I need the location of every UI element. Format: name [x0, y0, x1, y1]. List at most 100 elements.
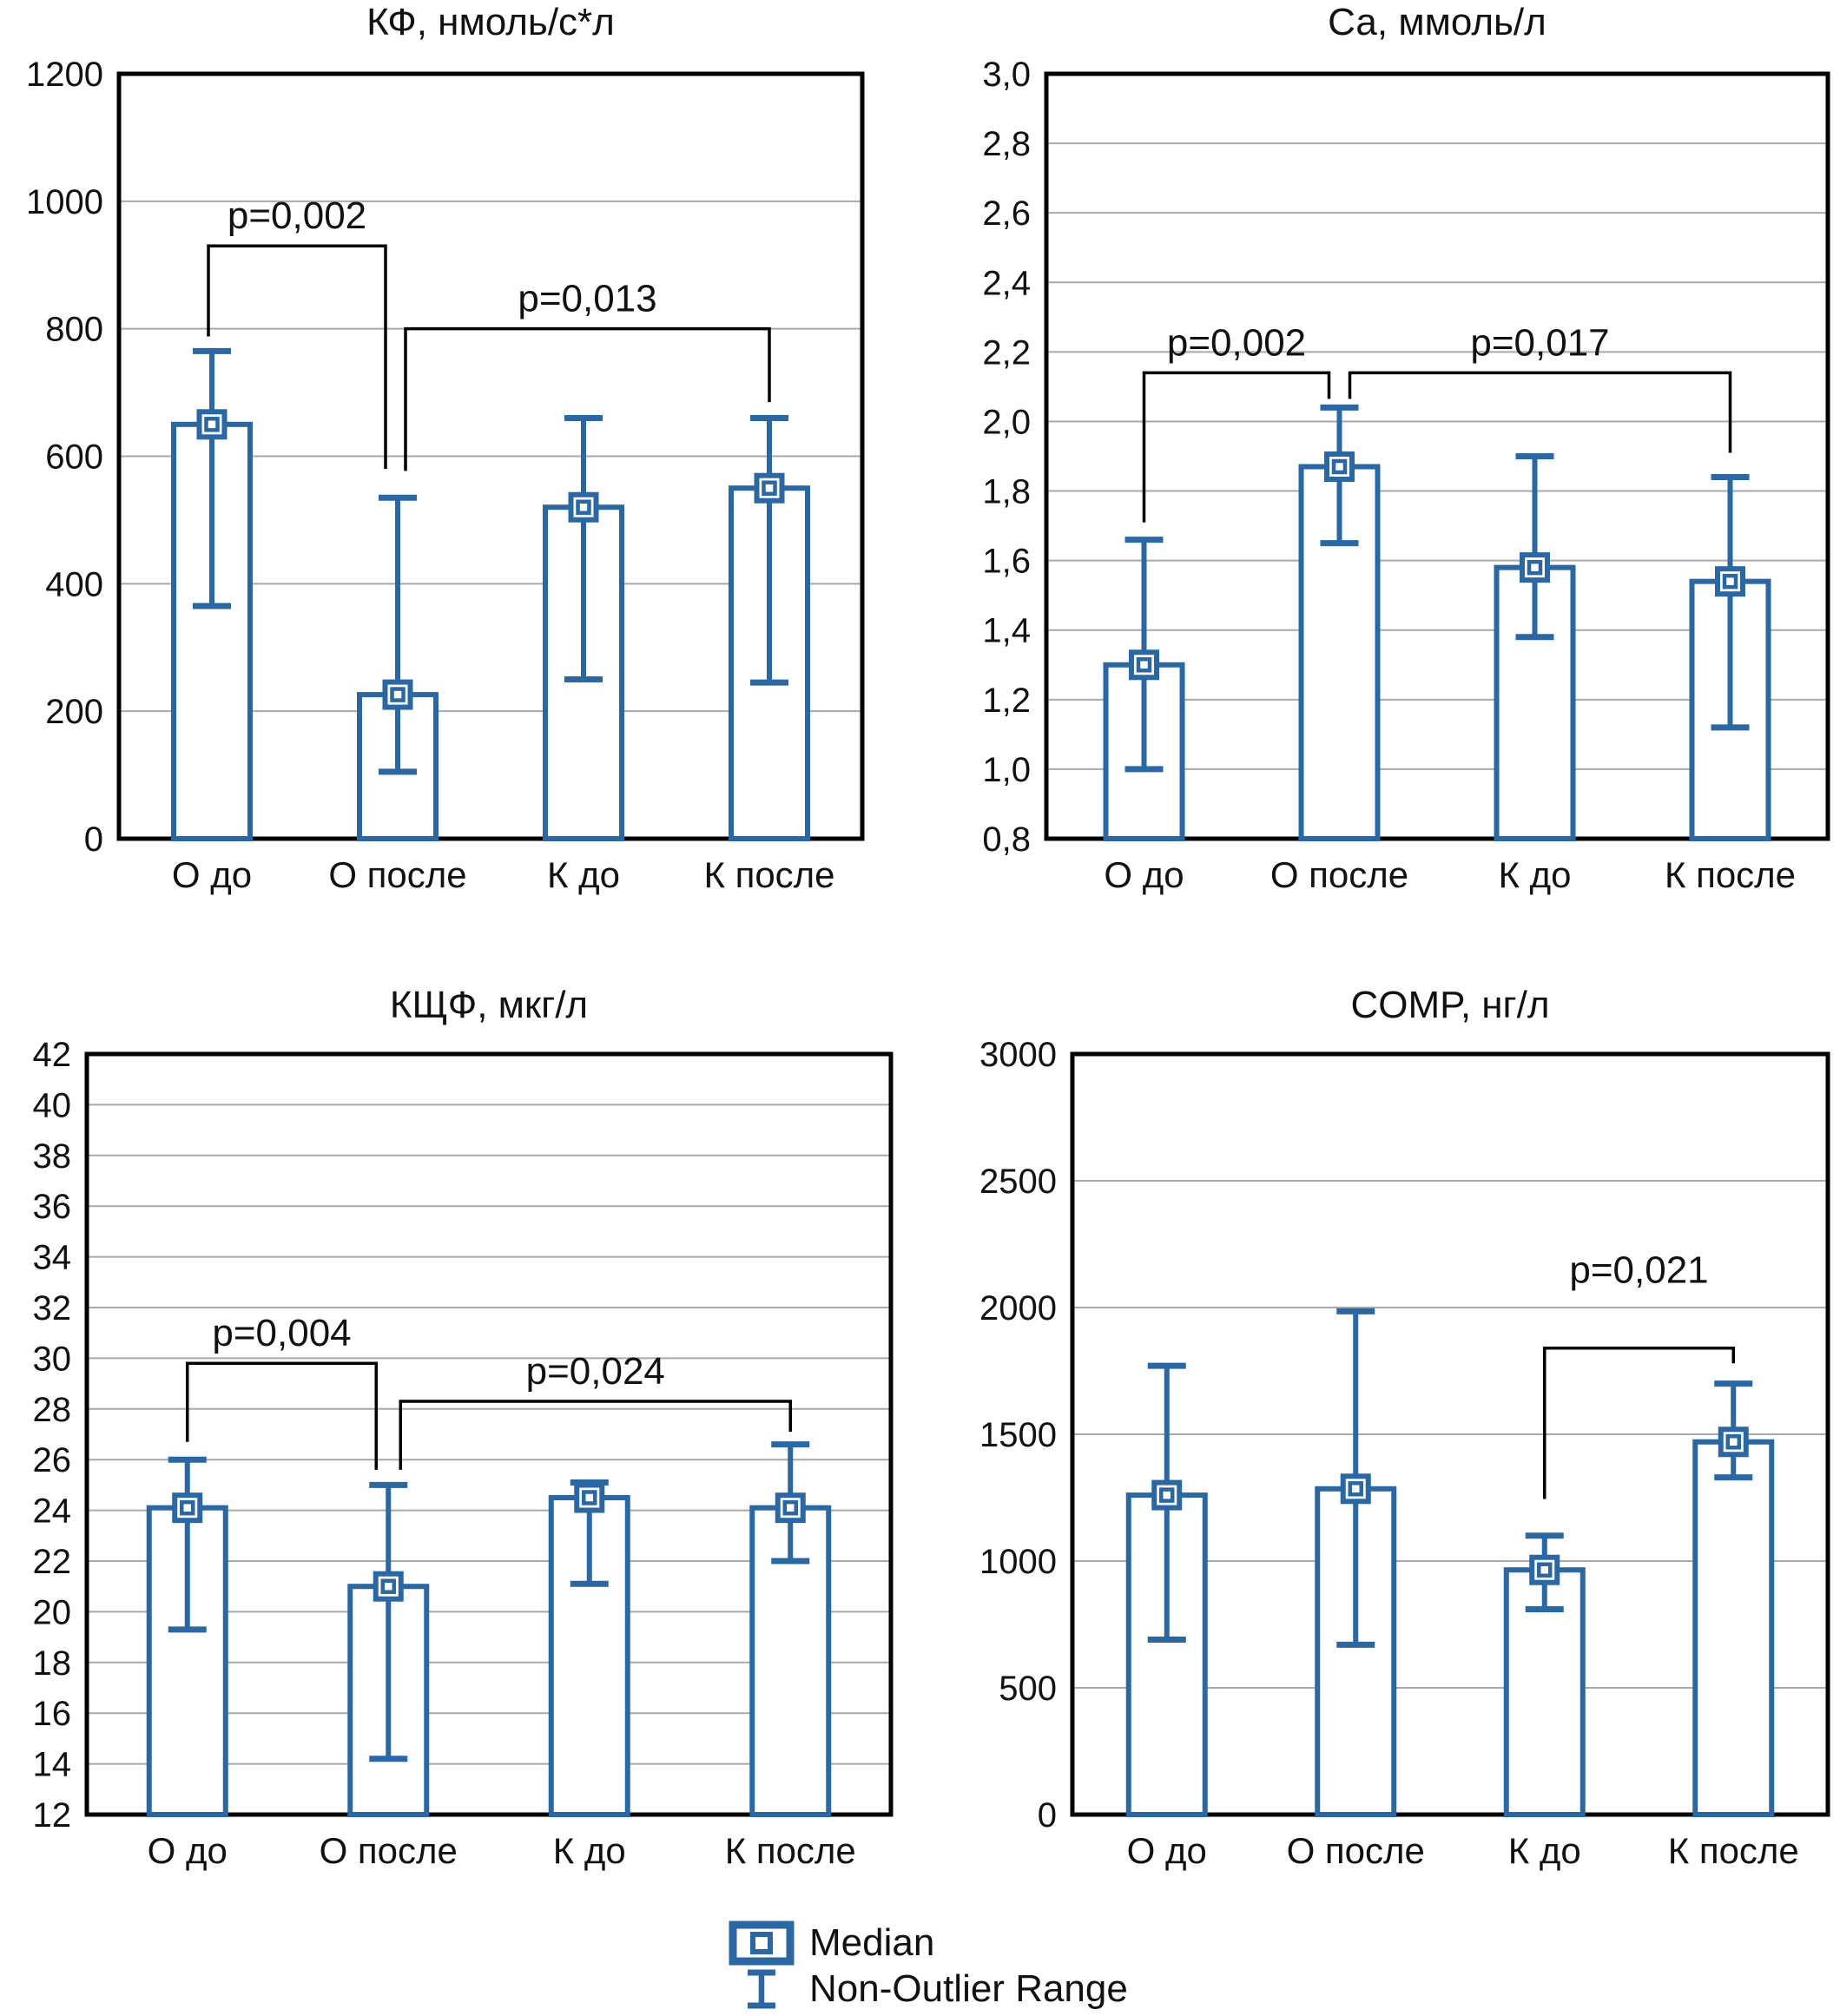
median-marker-ca-3: [1715, 566, 1745, 597]
y-tick-label: 1000: [979, 1543, 1057, 1581]
median-marker-comp-1: [1340, 1473, 1371, 1505]
y-tick-label: 1500: [979, 1416, 1057, 1454]
y-tick-label: 2,6: [982, 194, 1031, 233]
y-tick-label: 12: [33, 1796, 72, 1835]
y-tick-label: 32: [33, 1289, 72, 1328]
y-tick-label: 18: [33, 1644, 72, 1683]
plot-frame: [116, 71, 865, 841]
y-tick-label: 40: [33, 1086, 72, 1124]
y-tick-label: 2,8: [982, 125, 1031, 163]
y-tick-label: 36: [33, 1188, 72, 1226]
x-category-label: О до: [1104, 854, 1184, 895]
legend-non-outlier-range-icon: [748, 1969, 775, 2009]
chart-kshf: 12 14 16 18 20 22 24 26 28 30 32 34 36 38 40 42 О до О по…: [33, 984, 894, 1871]
median-marker-comp-3: [1718, 1426, 1749, 1458]
x-category-label: О до: [172, 854, 252, 895]
x-category-label: О после: [1270, 854, 1408, 895]
p-value-label: p=0,017: [1470, 321, 1609, 364]
y-tick-label: 2000: [979, 1289, 1057, 1328]
y-tick-label: 0: [84, 820, 103, 859]
chart-title-comp: COMP, нг/л: [1350, 984, 1549, 1026]
y-tick-label: 1000: [26, 183, 103, 221]
x-category-label: К после: [703, 854, 834, 895]
x-category-label: К до: [547, 854, 620, 895]
chart-title-kshf: КЩФ, мкг/л: [390, 984, 588, 1026]
whisker-kf-2: [564, 414, 603, 682]
chart-title-ca: Са, ммоль/л: [1328, 1, 1547, 43]
median-marker-ca-1: [1324, 451, 1355, 483]
significance-bracket: [404, 326, 771, 471]
y-tick-label: 22: [33, 1543, 72, 1581]
y-tick-label: 500: [999, 1670, 1057, 1708]
median-marker-kshf-0: [172, 1492, 203, 1524]
median-marker-kf-1: [382, 679, 413, 710]
legend-label-non-outlier-range: Non-Outlier Range: [809, 1967, 1128, 2010]
whisker-kshf-0: [168, 1456, 207, 1633]
significance-bracket: [186, 1361, 378, 1470]
median-marker-ca-2: [1520, 552, 1550, 583]
y-tick-label: 2,4: [982, 264, 1031, 302]
x-category-label: К после: [1668, 1830, 1799, 1871]
chart-kf: 0 200 400 600 800 1000 1200 О до О после К до К по…: [26, 1, 865, 895]
median-marker-kf-3: [754, 472, 785, 504]
y-tick-label: 30: [33, 1340, 72, 1378]
median-marker-kshf-3: [775, 1492, 806, 1524]
y-tick-label: 42: [33, 1036, 72, 1074]
median-marker-ca-0: [1129, 649, 1159, 681]
y-tick-label: 0: [1038, 1796, 1057, 1835]
y-tick-label: 38: [33, 1137, 72, 1176]
chart-ca: 0,8 1,0 1,2 1,4 1,6 1,8 2,0 2,2 2,4 2,6 2,8 3,0 О до…: [982, 1, 1830, 895]
median-marker-kshf-1: [373, 1571, 404, 1602]
x-category-label: О после: [328, 854, 466, 895]
x-category-label: О после: [1287, 1830, 1425, 1871]
y-tick-label: 2,0: [982, 403, 1031, 441]
x-category-label: О до: [1127, 1830, 1207, 1871]
chart-comp: 0 500 1000 1500 2000 2500 3000 О до О после К до К…: [979, 984, 1830, 1871]
p-value-label: p=0,013: [518, 278, 656, 320]
y-tick-label: 20: [33, 1593, 72, 1631]
p-value-label: p=0,004: [212, 1312, 351, 1354]
y-tick-label: 1,6: [982, 543, 1031, 581]
y-tick-label: 24: [33, 1492, 72, 1531]
legend-label-median: Median: [809, 1921, 934, 1964]
y-tick-label: 3000: [979, 1036, 1057, 1074]
x-category-label: К после: [725, 1830, 856, 1871]
y-tick-label: 26: [33, 1441, 72, 1479]
whisker-ca-2: [1515, 453, 1554, 641]
chart-title-kf: КФ, нмоль/с*л: [366, 1, 615, 43]
y-tick-label: 14: [33, 1746, 72, 1784]
y-tick-label: 800: [45, 311, 103, 349]
significance-bracket: [399, 1400, 792, 1470]
x-category-label: К до: [1508, 1830, 1581, 1871]
whisker-kf-3: [750, 414, 788, 686]
p-value-label: p=0,002: [228, 194, 366, 237]
plot-frame: [84, 1051, 894, 1817]
whisker-kf-1: [379, 494, 417, 775]
y-tick-label: 1,2: [982, 682, 1031, 720]
significance-bracket: [1142, 371, 1331, 523]
plot-frame: [1070, 1051, 1830, 1817]
plot-frame: [1044, 71, 1830, 841]
y-tick-label: 16: [33, 1695, 72, 1733]
whisker-ca-3: [1711, 474, 1750, 731]
y-tick-label: 1,8: [982, 473, 1031, 511]
p-value-label: p=0,024: [526, 1350, 665, 1393]
y-tick-label: 1,4: [982, 612, 1031, 650]
median-marker-kf-2: [568, 491, 599, 523]
x-category-label: К после: [1665, 854, 1796, 895]
y-tick-label: 1,0: [982, 751, 1031, 789]
y-tick-label: 3,0: [982, 56, 1031, 94]
y-tick-label: 34: [33, 1239, 72, 1277]
x-category-label: К до: [553, 1830, 626, 1871]
y-tick-label: 200: [45, 693, 103, 731]
median-marker-comp-2: [1529, 1554, 1560, 1585]
x-category-label: К до: [1499, 854, 1572, 895]
y-tick-label: 400: [45, 565, 103, 603]
median-marker-comp-0: [1151, 1479, 1183, 1511]
y-tick-label: 2500: [979, 1163, 1057, 1201]
y-tick-label: 600: [45, 438, 103, 477]
p-value-label: p=0,021: [1569, 1249, 1708, 1292]
